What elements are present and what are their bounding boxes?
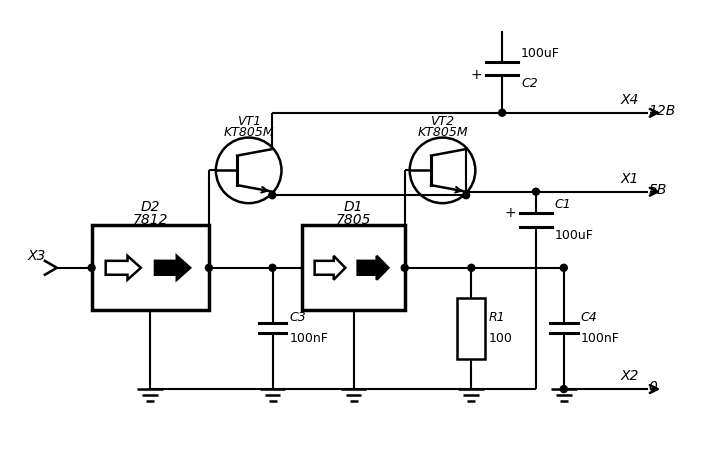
Circle shape bbox=[532, 188, 539, 195]
Text: C4: C4 bbox=[581, 311, 597, 325]
Circle shape bbox=[269, 192, 275, 198]
Text: X4: X4 bbox=[620, 93, 639, 107]
Text: D1: D1 bbox=[344, 200, 363, 214]
Text: 100uF: 100uF bbox=[555, 229, 594, 242]
Circle shape bbox=[88, 264, 95, 271]
Text: 100: 100 bbox=[488, 333, 512, 346]
Polygon shape bbox=[358, 256, 388, 280]
Circle shape bbox=[269, 264, 276, 271]
Text: C2: C2 bbox=[521, 78, 538, 91]
Polygon shape bbox=[155, 256, 190, 280]
Text: 12B: 12B bbox=[649, 104, 675, 118]
Text: KT805M: KT805M bbox=[223, 126, 274, 139]
Text: D2: D2 bbox=[140, 200, 160, 214]
Bar bbox=[92, 225, 209, 310]
Text: 7805: 7805 bbox=[335, 213, 372, 227]
Text: X1: X1 bbox=[620, 172, 639, 186]
Circle shape bbox=[401, 264, 408, 271]
Text: 7812: 7812 bbox=[132, 213, 168, 227]
Text: KT805M: KT805M bbox=[417, 126, 468, 139]
Text: 0: 0 bbox=[649, 380, 657, 394]
Text: 100nF: 100nF bbox=[289, 333, 328, 346]
Text: +: + bbox=[505, 206, 516, 220]
Polygon shape bbox=[315, 256, 346, 280]
Text: C3: C3 bbox=[289, 311, 306, 325]
Text: C1: C1 bbox=[555, 198, 572, 211]
Circle shape bbox=[499, 109, 505, 116]
Circle shape bbox=[560, 386, 568, 393]
Circle shape bbox=[560, 264, 568, 271]
Text: X3: X3 bbox=[27, 249, 46, 263]
Bar bbox=[302, 225, 405, 310]
Text: 5B: 5B bbox=[649, 183, 667, 197]
Text: X2: X2 bbox=[620, 369, 639, 383]
Circle shape bbox=[468, 264, 475, 271]
Text: R1: R1 bbox=[488, 311, 505, 325]
Polygon shape bbox=[106, 256, 141, 280]
Circle shape bbox=[463, 192, 470, 198]
Text: 100uF: 100uF bbox=[521, 47, 560, 59]
Text: +: + bbox=[471, 69, 482, 83]
Circle shape bbox=[205, 264, 213, 271]
Text: VT1: VT1 bbox=[236, 115, 261, 128]
Bar bbox=[458, 298, 485, 359]
Text: 100nF: 100nF bbox=[581, 333, 620, 346]
Text: VT2: VT2 bbox=[430, 115, 455, 128]
